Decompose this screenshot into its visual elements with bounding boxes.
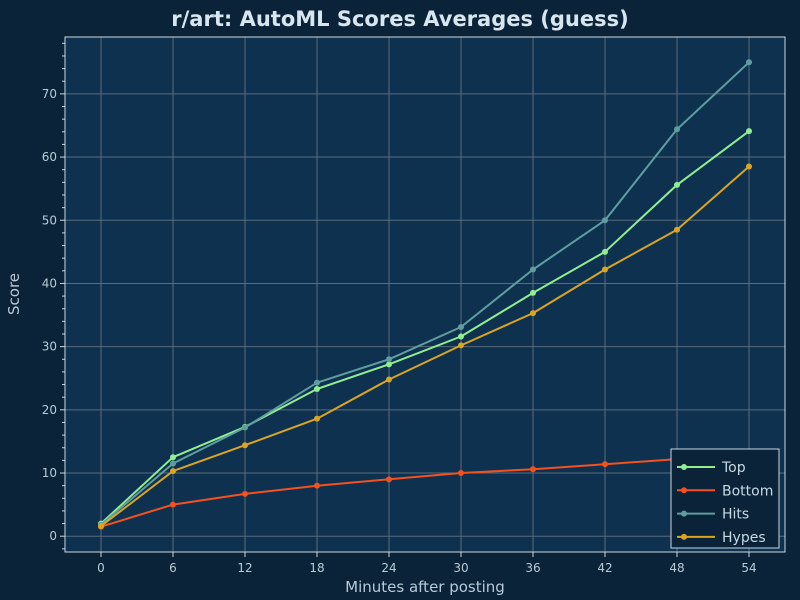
- data-point-hypes: [98, 523, 104, 530]
- data-point-bottom: [458, 470, 464, 477]
- data-point-hits: [242, 424, 248, 431]
- legend: Top Bottom Hits Hypes: [670, 448, 780, 549]
- y-tick-label: 70: [42, 87, 57, 101]
- data-point-bottom: [602, 461, 608, 468]
- data-point-hits: [602, 217, 608, 224]
- y-tick-label: 60: [42, 150, 57, 164]
- data-point-hits: [170, 460, 176, 467]
- legend-item-bottom: Bottom: [677, 483, 773, 499]
- data-point-hypes: [602, 266, 608, 273]
- data-point-hits: [458, 324, 464, 331]
- legend-label: Hypes: [722, 530, 766, 546]
- y-tick-label: 20: [42, 403, 57, 417]
- data-point-hypes: [386, 376, 392, 383]
- legend-swatch-marker: [681, 487, 687, 494]
- series-line-hits: [100, 61, 750, 526]
- series-lines: [98, 59, 752, 530]
- x-tick-label: 42: [597, 561, 612, 575]
- data-point-hits: [746, 59, 752, 66]
- tick-labels: 0 6 12 18 24 30 36 42 48 54 0 10 20 30 40 50 60 70: [42, 42, 757, 575]
- x-tick-label: 18: [309, 561, 324, 575]
- x-tick-label: 48: [669, 561, 684, 575]
- data-point-hypes: [746, 163, 752, 170]
- legend-swatch-marker: [681, 464, 687, 470]
- data-point-hypes: [170, 468, 176, 475]
- data-point-top: [674, 181, 680, 188]
- y-tick-label: 40: [42, 276, 57, 290]
- y-tick-label: 10: [42, 466, 57, 480]
- data-point-hypes: [530, 310, 536, 317]
- data-point-top: [602, 248, 608, 255]
- data-point-hits: [530, 266, 536, 273]
- series-line-hypes: [100, 165, 750, 527]
- x-axis-label: Minutes after posting: [345, 578, 505, 596]
- plot-frame: [64, 36, 786, 553]
- data-point-top: [170, 454, 176, 461]
- x-tick-label: 6: [169, 561, 177, 575]
- data-point-top: [458, 333, 464, 340]
- y-axis-label: Score: [5, 273, 23, 315]
- x-tick-label: 24: [381, 561, 396, 575]
- legend-swatch-marker: [681, 533, 687, 540]
- data-point-hits: [386, 356, 392, 363]
- y-tick-label: 0: [49, 529, 57, 543]
- x-tick-label: 0: [97, 561, 105, 575]
- x-tick-label: 54: [741, 561, 756, 575]
- data-point-hits: [674, 126, 680, 133]
- y-tick-label: 30: [42, 340, 57, 354]
- data-point-bottom: [242, 490, 248, 497]
- data-point-top: [530, 289, 536, 296]
- data-point-hypes: [458, 342, 464, 349]
- y-tick-label: 50: [42, 213, 57, 227]
- data-point-hypes: [242, 442, 248, 449]
- data-point-hits: [314, 379, 320, 386]
- series-line-top: [100, 130, 750, 525]
- legend-label: Top: [721, 460, 746, 476]
- legend-swatch-marker: [681, 510, 687, 517]
- legend-item-hits: Hits: [677, 507, 749, 523]
- data-point-top: [746, 128, 752, 135]
- legend-label: Hits: [722, 507, 749, 523]
- legend-box: [670, 448, 780, 549]
- x-tick-label: 12: [237, 561, 252, 575]
- data-point-bottom: [314, 482, 320, 489]
- data-point-hypes: [674, 226, 680, 233]
- data-point-bottom: [530, 466, 536, 473]
- x-tick-label: 30: [453, 561, 468, 575]
- data-point-hypes: [314, 415, 320, 422]
- data-point-top: [386, 361, 392, 368]
- series-hypes: [98, 163, 752, 530]
- chart-title: r/art: AutoML Scores Averages (guess): [171, 7, 628, 31]
- data-point-bottom: [170, 501, 176, 508]
- legend-label: Bottom: [722, 483, 773, 499]
- series-line-bottom: [100, 455, 750, 528]
- legend-item-hypes: Hypes: [677, 530, 766, 546]
- data-point-bottom: [386, 476, 392, 483]
- legend-item-top: Top: [677, 460, 746, 476]
- data-point-top: [314, 385, 320, 392]
- x-tick-label: 36: [525, 561, 540, 575]
